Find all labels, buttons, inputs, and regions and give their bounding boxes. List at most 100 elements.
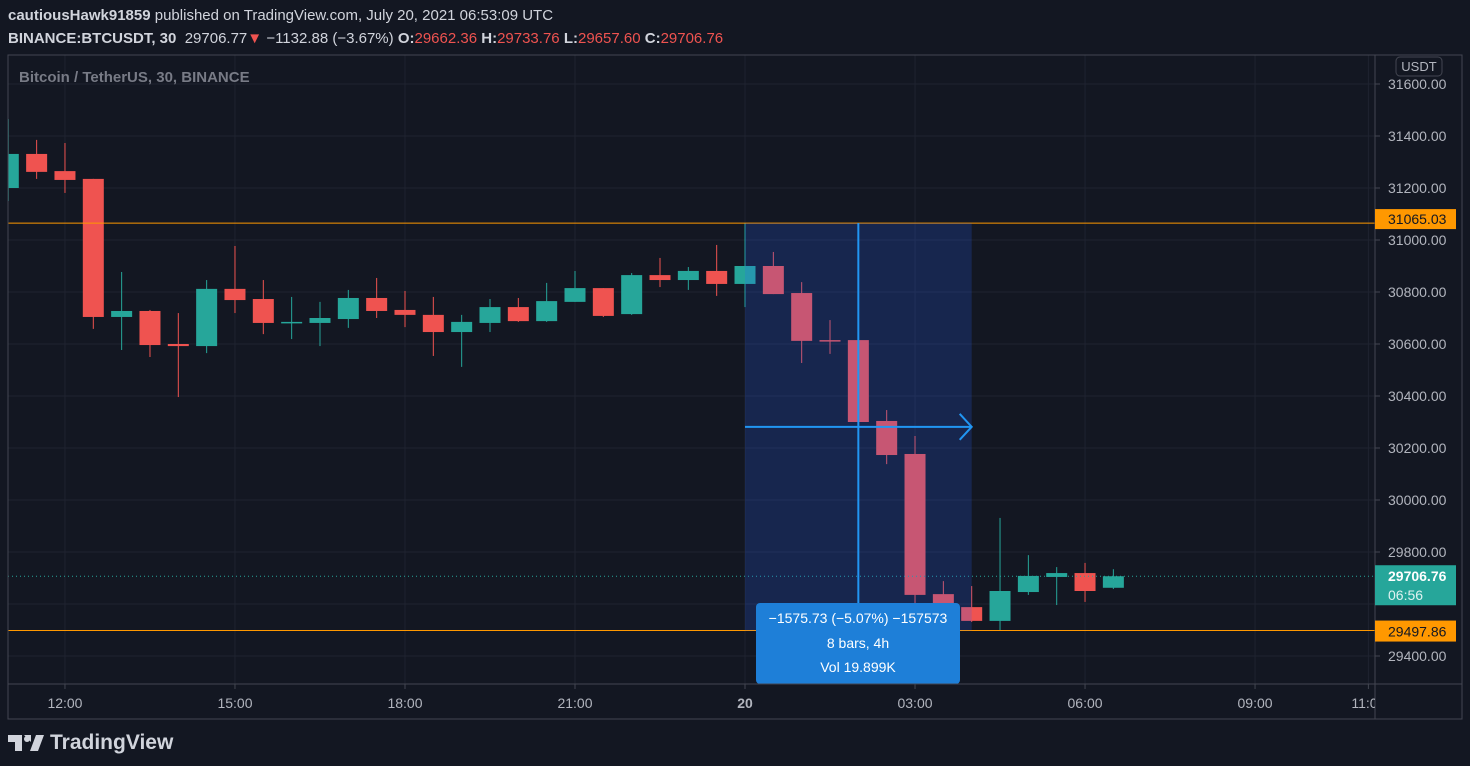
low-level-label: 29497.86 [1388, 624, 1447, 640]
candle-body [734, 266, 756, 284]
low-level-label-bg [1375, 620, 1456, 642]
candle-body [394, 309, 416, 315]
candle [536, 282, 558, 322]
high-label: H: [481, 30, 498, 47]
candle-body [961, 607, 983, 621]
price-tick-label: 31000.00 [1388, 232, 1447, 248]
candle [961, 586, 983, 622]
last-price-label-bg [1375, 565, 1456, 606]
candle-body [791, 293, 813, 341]
candle-body [111, 310, 133, 317]
symbol-info: BINANCE:BTCUSDT, 30 29706.77▼ −1132.88 (… [8, 30, 723, 47]
candle-body [8, 153, 19, 188]
publish-info: cautiousHawk91859 published on TradingVi… [8, 7, 553, 24]
time-tick-label: 18:00 [387, 695, 422, 711]
candle-body [904, 453, 926, 595]
candle [281, 296, 303, 340]
time-tick-label: 06:00 [1068, 695, 1103, 711]
candle-body [706, 270, 728, 284]
candle [54, 143, 76, 193]
candle [1102, 569, 1124, 590]
author-name[interactable]: cautiousHawk91859 [8, 7, 151, 24]
candle-body [167, 344, 189, 347]
candle-body [592, 288, 614, 316]
candle [139, 309, 161, 357]
candle [422, 296, 444, 356]
price-change: −1132.88 (−3.67%) [266, 30, 394, 47]
currency-badge-bg [1395, 56, 1443, 77]
candle-body [422, 314, 444, 333]
time-tick-label: 11:00 [1351, 695, 1385, 711]
arrow-right-icon [958, 413, 974, 441]
candle [224, 245, 246, 314]
bar-countdown: 06:56 [1388, 587, 1423, 603]
candle [904, 436, 926, 607]
candle [1017, 555, 1039, 595]
candle-body [819, 340, 841, 342]
candle [479, 299, 501, 333]
low-value: 29657.60 [577, 30, 641, 47]
price-tick-label: 30200.00 [1388, 440, 1447, 456]
symbol-name: BINANCE:BTCUSDT, 30 [8, 30, 177, 47]
candle-body [139, 310, 161, 346]
candle-body [479, 307, 501, 323]
chart-frame [7, 54, 1463, 720]
price-tick-label: 29800.00 [1388, 544, 1447, 560]
candle-body [337, 297, 359, 320]
candle [111, 271, 133, 350]
last-price-label: 29706.76 [1388, 568, 1447, 584]
chart-legend-title: Bitcoin / TetherUS, 30, BINANCE [19, 69, 250, 86]
currency-badge[interactable]: USDT [1401, 59, 1436, 74]
price-tick-label: 30600.00 [1388, 336, 1447, 352]
candle-body [82, 178, 104, 317]
close-label: C: [644, 30, 661, 47]
candle-body [196, 288, 218, 347]
candle-body [1046, 573, 1068, 577]
candle [366, 277, 388, 318]
candle-body [309, 318, 331, 323]
tradingview-logo-icon [8, 735, 44, 751]
candle [592, 288, 614, 317]
price-tick-label: 29400.00 [1388, 648, 1447, 664]
publish-text: published on TradingView.com, July 20, 2… [154, 7, 554, 24]
time-tick-label: 21:00 [557, 695, 592, 711]
candle [791, 282, 813, 363]
open-label: O: [397, 30, 415, 47]
price-tick-label: 30400.00 [1388, 388, 1447, 404]
time-tick-label: 09:00 [1238, 695, 1273, 711]
candle-body [507, 307, 529, 322]
high-level-label: 31065.03 [1388, 211, 1447, 227]
candle-body [536, 301, 558, 322]
measure-tooltip-bg [756, 603, 960, 684]
candle-body [252, 299, 274, 323]
low-label: L: [563, 30, 578, 47]
candle [734, 223, 756, 308]
candle-body [26, 153, 48, 172]
high-level-label-bg [1375, 209, 1456, 230]
measure-tooltip-text: −1575.73 (−5.07%) −157573 [769, 610, 948, 626]
candle [706, 244, 728, 296]
candle [252, 280, 274, 335]
candle-body [649, 275, 671, 281]
tradingview-logo: TradingView [8, 731, 173, 755]
candle-body [54, 171, 76, 180]
candle [82, 178, 104, 329]
candle [621, 273, 643, 315]
candle-body [762, 266, 784, 295]
price-tick-label: 31600.00 [1388, 76, 1447, 92]
candle [677, 267, 699, 290]
logo-text: TradingView [50, 731, 174, 754]
candle-body [451, 321, 473, 333]
candle-body [1017, 575, 1039, 593]
candle-body [621, 275, 643, 315]
candle [989, 517, 1011, 631]
measure-tooltip-text: 8 bars, 4h [827, 635, 889, 651]
price-tick-label: 30800.00 [1388, 284, 1447, 300]
last-price: 29706.77 [184, 30, 248, 47]
candle [649, 257, 671, 288]
measure-tooltip: −1575.73 (−5.07%) −157573 8 bars, 4h Vol 1… [756, 603, 960, 684]
candle [196, 280, 218, 354]
measure-tooltip-text: Vol 19.899K [820, 659, 896, 675]
candle-body [564, 288, 586, 302]
